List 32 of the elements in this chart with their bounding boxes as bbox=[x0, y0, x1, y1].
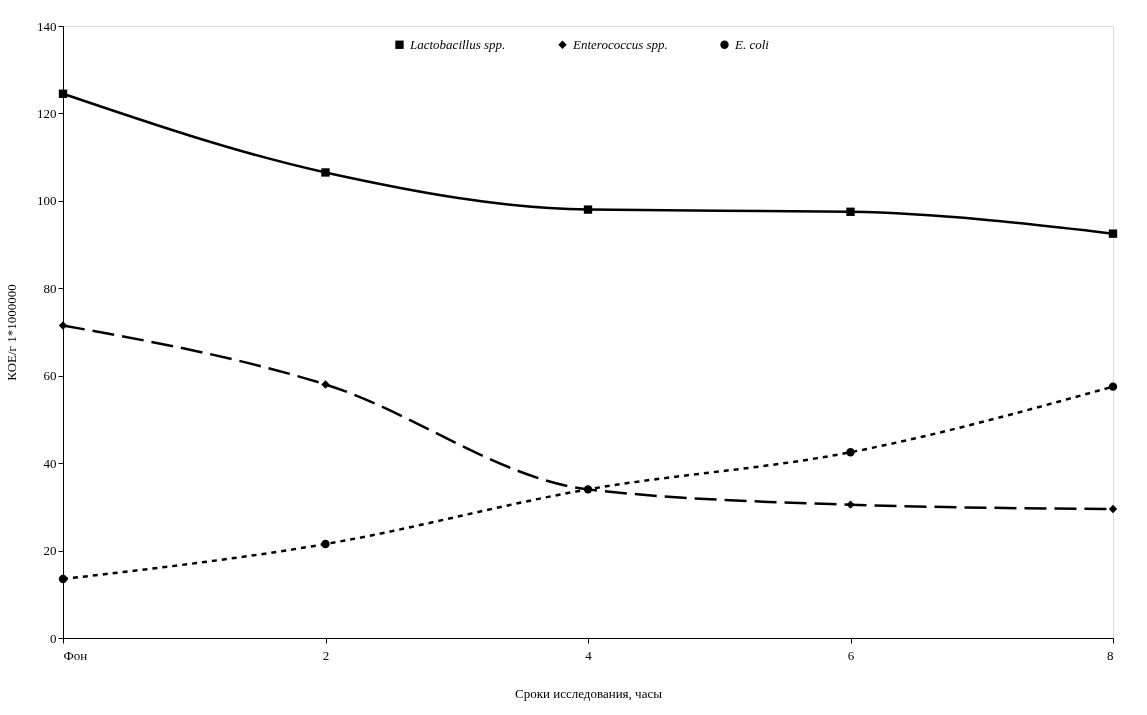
point bbox=[583, 485, 593, 494]
y-tick-label: 140 bbox=[37, 18, 57, 34]
point bbox=[1108, 504, 1118, 514]
y-tick-label: 120 bbox=[37, 105, 57, 121]
legend-label: Lactobacillus spp. bbox=[409, 36, 506, 52]
point bbox=[321, 168, 330, 177]
point bbox=[58, 574, 68, 584]
point bbox=[1108, 382, 1118, 391]
x-tick-label: 2 bbox=[322, 647, 330, 663]
y-tick-label: 20 bbox=[43, 543, 57, 559]
point bbox=[1108, 229, 1118, 238]
point bbox=[321, 380, 330, 389]
x-tick-label: 4 bbox=[585, 647, 593, 663]
point bbox=[846, 448, 855, 457]
y-tick-label: 100 bbox=[37, 193, 57, 209]
legend-label: Enterococcus spp. bbox=[572, 36, 668, 52]
point bbox=[583, 205, 593, 214]
point bbox=[321, 539, 330, 549]
legend-label: E. coli bbox=[734, 36, 770, 52]
y-tick-label: 60 bbox=[43, 368, 57, 384]
x-tick-label: 8 bbox=[1107, 647, 1114, 663]
y-axis-title: КОЕ/г 1*1000000 bbox=[4, 284, 19, 381]
point bbox=[58, 89, 68, 98]
x-axis-title: Сроки исследования, часы bbox=[515, 685, 663, 701]
y-tick-label: 40 bbox=[43, 455, 57, 471]
y-tick-label: 80 bbox=[43, 280, 57, 296]
x-tick-label: 6 bbox=[847, 647, 855, 663]
x-tick-label: Фон bbox=[63, 647, 88, 663]
point bbox=[846, 500, 855, 509]
point bbox=[58, 321, 68, 330]
y-tick-label: 0 bbox=[50, 630, 57, 646]
point bbox=[846, 207, 855, 216]
